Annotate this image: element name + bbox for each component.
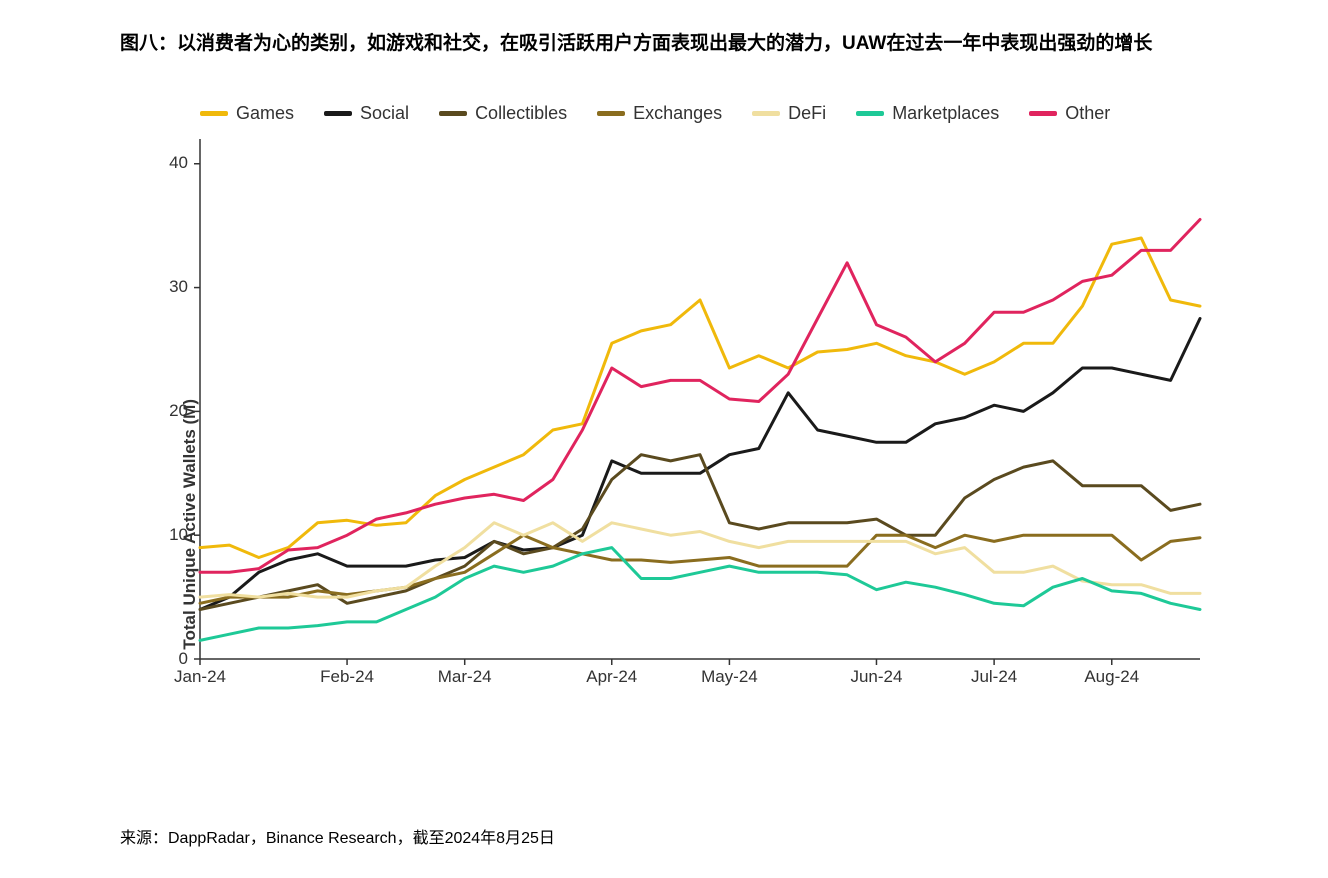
x-tick-label: Feb-24 (320, 667, 374, 687)
page: 图八：以消费者为心的类别，如游戏和社交，在吸引活跃用户方面表现出最大的潜力，UA… (0, 0, 1328, 878)
legend-item-marketplaces: Marketplaces (856, 103, 999, 124)
legend-item-defi: DeFi (752, 103, 826, 124)
legend-item-collectibles: Collectibles (439, 103, 567, 124)
legend-item-games: Games (200, 103, 294, 124)
chart-plot-area: Total Unique Active Wallets (M) 01020304… (200, 139, 1200, 659)
legend-swatch (324, 111, 352, 116)
y-tick-label: 40 (169, 153, 188, 173)
legend-swatch (200, 111, 228, 116)
y-tick-label: 0 (179, 649, 188, 669)
legend-label: Games (236, 103, 294, 124)
legend-label: DeFi (788, 103, 826, 124)
x-tick-label: Jan-24 (174, 667, 226, 687)
legend-swatch (597, 111, 625, 116)
series-line-exchanges (200, 535, 1200, 603)
legend-item-exchanges: Exchanges (597, 103, 722, 124)
y-tick-label: 10 (169, 525, 188, 545)
x-tick-label: Mar-24 (438, 667, 492, 687)
legend-label: Marketplaces (892, 103, 999, 124)
legend-swatch (752, 111, 780, 116)
x-tick-label: Jul-24 (971, 667, 1017, 687)
legend-swatch (439, 111, 467, 116)
x-tick-label: Apr-24 (586, 667, 637, 687)
chart-source: 来源：DappRadar，Binance Research，截至2024年8月2… (120, 824, 555, 848)
legend-item-other: Other (1029, 103, 1110, 124)
x-tick-label: May-24 (701, 667, 758, 687)
chart-svg (200, 139, 1200, 659)
legend-label: Social (360, 103, 409, 124)
legend-label: Collectibles (475, 103, 567, 124)
legend-label: Other (1065, 103, 1110, 124)
chart-container: Games Social Collectibles Exchanges DeFi Mark… (140, 99, 1200, 699)
legend-item-social: Social (324, 103, 409, 124)
y-tick-label: 20 (169, 401, 188, 421)
y-tick-label: 30 (169, 277, 188, 297)
x-tick-label: Jun-24 (850, 667, 902, 687)
series-line-games (200, 238, 1200, 558)
legend-label: Exchanges (633, 103, 722, 124)
x-tick-label: Aug-24 (1084, 667, 1139, 687)
legend-swatch (856, 111, 884, 116)
chart-title: 图八：以消费者为心的类别，如游戏和社交，在吸引活跃用户方面表现出最大的潜力，UA… (120, 30, 1208, 59)
legend-swatch (1029, 111, 1057, 116)
chart-legend: Games Social Collectibles Exchanges DeFi Mark… (200, 99, 1200, 129)
